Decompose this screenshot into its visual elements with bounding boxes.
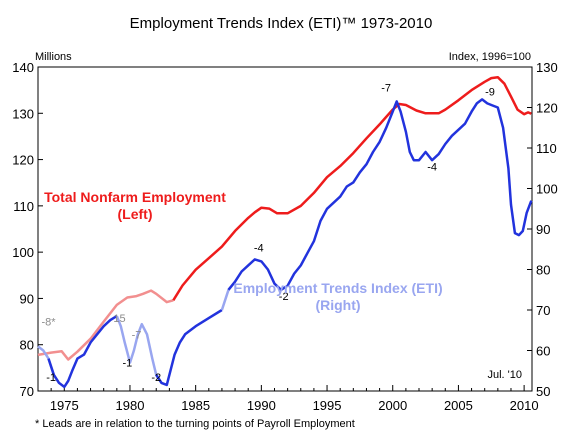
- lead-label: -4: [427, 161, 437, 173]
- right-tick-label: 60: [536, 344, 550, 359]
- x-tick-label: 1990: [247, 398, 276, 413]
- left-tick-label: 80: [20, 338, 34, 353]
- x-tick-label: 2000: [378, 398, 407, 413]
- lead-label: -2: [151, 372, 161, 384]
- left-tick-label: 70: [20, 384, 34, 399]
- footnote: * Leads are in relation to the turning p…: [35, 418, 355, 430]
- x-tick-label: 2005: [444, 398, 473, 413]
- x-tick-label: 1985: [181, 398, 210, 413]
- series-layer: [37, 75, 533, 389]
- eti-series-line-segment: [115, 315, 163, 384]
- right-axis: 50 60 70 80 90 100 110 120 130: [527, 60, 558, 399]
- left-axis-label: Millions: [35, 51, 72, 63]
- chart-title: Employment Trends Index (ETI)™ 1973-2010: [130, 15, 433, 32]
- eti-series-line-segment: [227, 98, 533, 292]
- left-tick-label: 130: [12, 106, 34, 121]
- right-tick-label: 70: [536, 303, 550, 318]
- date-note: Jul. '10: [487, 369, 522, 381]
- right-tick-label: 90: [536, 222, 550, 237]
- right-tick-label: 80: [536, 263, 550, 278]
- right-tick-label: 130: [536, 60, 558, 75]
- lead-label: -8*: [41, 316, 56, 328]
- lead-labels: -8* -1 15 -7 -1 -2 -4 -2 -7 -4 -9: [41, 82, 494, 384]
- left-tick-label: 120: [12, 153, 34, 168]
- left-tick-label: 110: [13, 199, 34, 214]
- lead-label: -9: [485, 86, 495, 98]
- lead-label: -4: [254, 242, 264, 254]
- eti-series-line-segment: [47, 315, 118, 389]
- plot-frame: [37, 66, 533, 392]
- nonfarm-axis-note: (Left): [118, 206, 153, 222]
- lead-label: -7: [381, 82, 391, 94]
- left-tick-label: 90: [20, 291, 34, 306]
- x-tick-label: 1980: [116, 398, 145, 413]
- x-tick-label: 1975: [50, 398, 79, 413]
- right-tick-label: 120: [536, 101, 558, 116]
- x-axis: 1975 1980 1985 1990 1995 2000 2005 2010: [37, 385, 539, 413]
- lead-label: -7: [132, 329, 142, 341]
- lead-label: -1: [46, 372, 56, 384]
- right-axis-label: Index, 1996=100: [449, 51, 531, 63]
- right-tick-label: 100: [536, 182, 558, 197]
- nonfarm-series-label: Total Nonfarm Employment: [44, 189, 226, 205]
- left-axis: 70 80 90 100 110 120 130 140: [12, 60, 43, 399]
- eti-axis-note: (Right): [315, 297, 360, 313]
- right-tick-label: 110: [536, 141, 557, 156]
- nonfarm-series-line: [172, 75, 532, 301]
- lead-label: -1: [122, 358, 132, 370]
- nonfarm-series-line-faded: [37, 289, 174, 361]
- left-tick-label: 100: [12, 245, 34, 260]
- eti-series-line-segment: [155, 308, 223, 387]
- x-tick-label: 1995: [313, 398, 342, 413]
- eti-series-label: Employment Trends Index (ETI): [233, 280, 442, 296]
- right-tick-label: 50: [536, 384, 550, 399]
- x-tick-label: 2010: [510, 398, 539, 413]
- lead-label: -2: [279, 291, 289, 303]
- left-tick-label: 140: [12, 60, 34, 75]
- lead-label: 15: [113, 313, 125, 325]
